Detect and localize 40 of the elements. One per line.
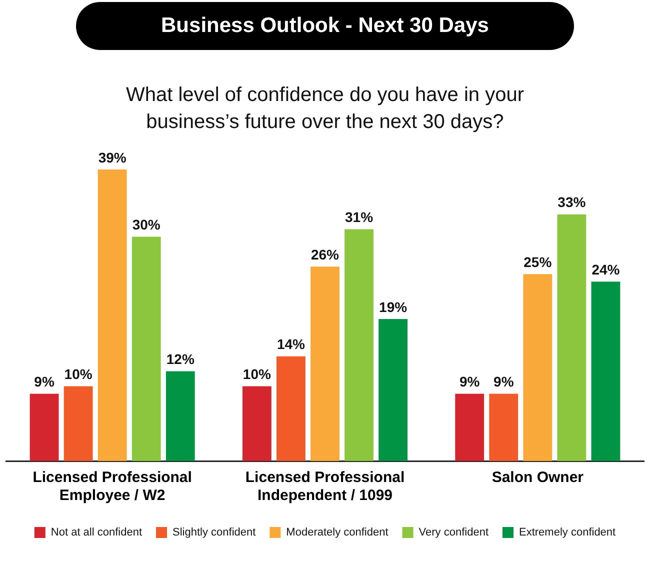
data-label: 39% (98, 149, 127, 166)
legend-label: Very confident (418, 526, 489, 539)
bar (276, 356, 306, 461)
bar (310, 266, 340, 461)
data-label: 26% (310, 246, 340, 263)
data-label: 10% (242, 366, 272, 382)
bar (242, 386, 272, 461)
data-label: 24% (592, 261, 620, 278)
bar (557, 214, 586, 461)
data-label: 25% (524, 254, 552, 270)
bar (166, 371, 195, 461)
bar (30, 394, 59, 461)
bar (344, 229, 374, 461)
data-label: 9% (494, 374, 514, 390)
data-label: 9% (34, 374, 55, 390)
x-tick-label: Licensed Professional Independent / 1099 (245, 469, 405, 504)
legend-label: Moderately confident (286, 526, 388, 539)
legend-label: Not at all confident (50, 526, 142, 539)
chart-subtitle: What level of confidence do you have in your business’s future over the next 30 days? (124, 83, 526, 135)
data-label: 14% (276, 336, 306, 352)
data-label: 33% (558, 194, 586, 210)
data-label: 10% (64, 366, 93, 382)
x-tick-label: Licensed Professional Employee / W2 (32, 469, 192, 504)
bar (591, 282, 620, 461)
x-tick-label: Salon Owner (492, 469, 584, 486)
legend-label: Extremely confident (519, 526, 616, 539)
bar (132, 236, 161, 461)
data-label: 30% (132, 216, 161, 233)
bar (98, 169, 127, 461)
bar (378, 318, 408, 461)
data-label: 31% (345, 209, 374, 226)
data-label: 19% (379, 298, 408, 315)
bar (455, 394, 484, 461)
bar (489, 394, 518, 461)
chart-title: Business Outlook - Next 30 Days (76, 2, 574, 50)
data-label: 9% (459, 374, 480, 390)
bar (523, 274, 552, 461)
bar (64, 386, 93, 461)
legend-label: Slightly confident (172, 526, 256, 539)
data-label: 12% (166, 351, 195, 368)
